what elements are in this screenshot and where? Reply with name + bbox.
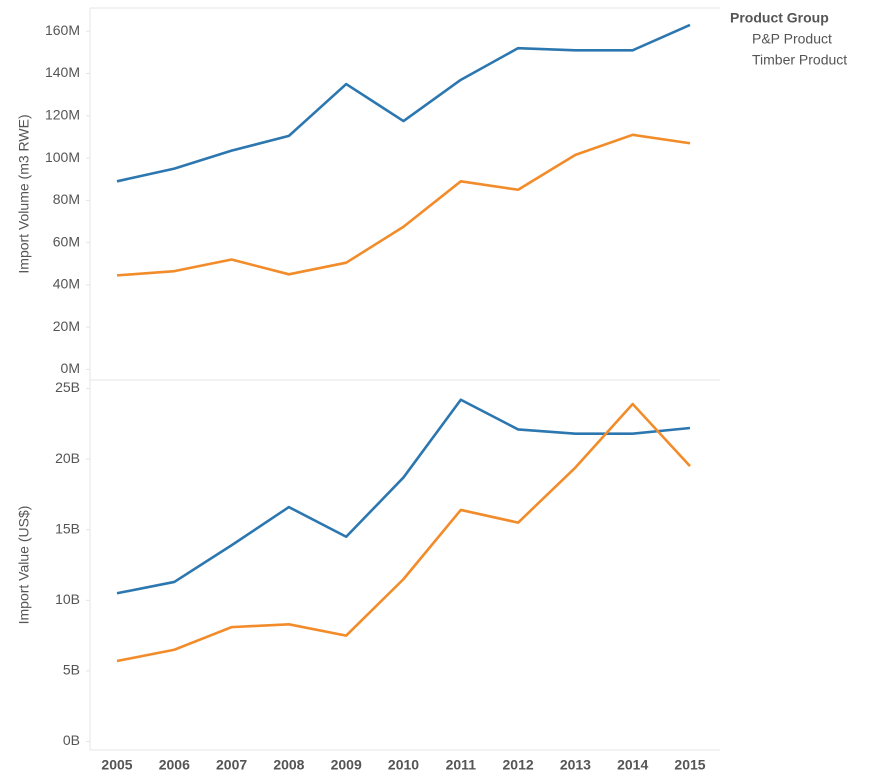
- y-tick-label: 15B: [55, 520, 80, 536]
- y-tick-label: 60M: [53, 233, 80, 249]
- x-tick-label: 2012: [503, 757, 534, 773]
- line-series: [116, 402, 691, 663]
- y-tick-label: 25B: [55, 379, 80, 395]
- y-tick-label: 160M: [45, 22, 80, 38]
- x-tick-label: 2009: [331, 757, 362, 773]
- legend-entry: Timber Product: [752, 52, 847, 68]
- y-tick-label: 80M: [53, 191, 80, 207]
- y-tick-label: 100M: [45, 149, 80, 165]
- x-tick-label: 2008: [273, 757, 304, 773]
- y-tick-label: 20B: [55, 450, 80, 466]
- legend-title: Product Group: [730, 10, 829, 26]
- y-tick-label: 20M: [53, 318, 80, 334]
- line-series: [116, 23, 691, 183]
- x-tick-label: 2010: [388, 757, 419, 773]
- line-series: [116, 133, 691, 277]
- legend-entry: P&P Product: [752, 31, 832, 47]
- x-tick-label: 2006: [159, 757, 190, 773]
- x-tick-label: 2015: [674, 757, 705, 773]
- y-tick-label: 0B: [63, 732, 80, 748]
- y-tick-label: 120M: [45, 106, 80, 122]
- x-tick-label: 2005: [101, 757, 132, 773]
- y-axis-title: Import Volume (m3 RWE): [16, 114, 32, 273]
- y-tick-label: 10B: [55, 591, 80, 607]
- y-axis-title: Import Value (US$): [16, 506, 32, 625]
- line-series: [116, 398, 691, 595]
- x-tick-label: 2014: [617, 757, 648, 773]
- x-tick-label: 2007: [216, 757, 247, 773]
- y-tick-label: 0M: [61, 360, 80, 376]
- x-tick-label: 2013: [560, 757, 591, 773]
- y-tick-label: 140M: [45, 64, 80, 80]
- y-tick-label: 5B: [63, 662, 80, 678]
- x-tick-label: 2011: [446, 757, 477, 773]
- y-tick-label: 40M: [53, 276, 80, 292]
